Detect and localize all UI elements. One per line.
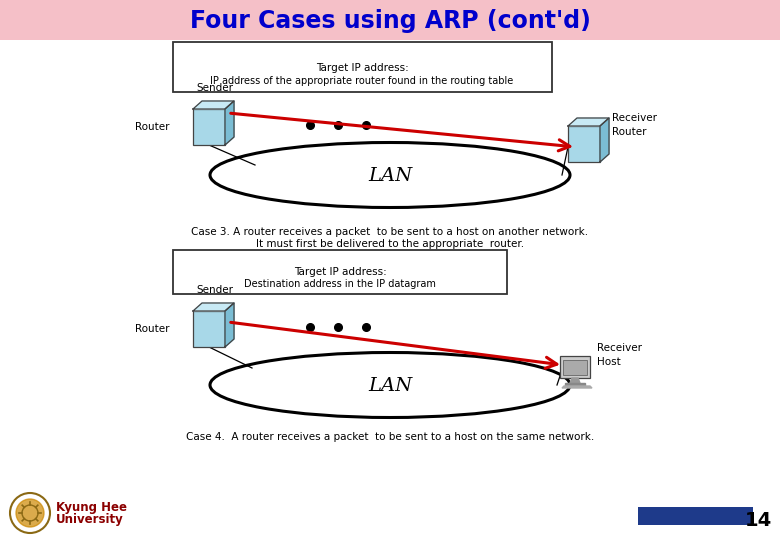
FancyBboxPatch shape (568, 126, 600, 162)
FancyBboxPatch shape (563, 360, 587, 375)
Polygon shape (193, 303, 234, 311)
Text: Router: Router (136, 122, 170, 132)
Text: Kyung Hee: Kyung Hee (56, 501, 127, 514)
Text: Host: Host (597, 357, 621, 367)
FancyBboxPatch shape (638, 507, 753, 525)
Text: Destination address in the IP datagram: Destination address in the IP datagram (244, 279, 436, 289)
Text: Router: Router (136, 324, 170, 334)
Polygon shape (225, 101, 234, 145)
FancyBboxPatch shape (560, 356, 590, 378)
Text: Receiver: Receiver (597, 343, 642, 353)
FancyBboxPatch shape (173, 42, 552, 92)
Ellipse shape (210, 353, 570, 417)
Text: LAN: LAN (368, 377, 412, 395)
Text: Sender: Sender (197, 285, 233, 295)
Text: Receiver: Receiver (612, 113, 657, 123)
Text: Four Cases using ARP (cont'd): Four Cases using ARP (cont'd) (190, 9, 590, 33)
Polygon shape (600, 118, 609, 162)
Polygon shape (570, 378, 580, 383)
Polygon shape (562, 386, 592, 388)
FancyBboxPatch shape (0, 0, 780, 40)
Text: Router: Router (612, 127, 647, 137)
Circle shape (16, 499, 44, 527)
Text: Case 4.  A router receives a packet  to be sent to a host on the same network.: Case 4. A router receives a packet to be… (186, 432, 594, 442)
Text: LAN: LAN (368, 167, 412, 185)
Text: Target IP address:: Target IP address: (293, 267, 386, 277)
Text: University: University (56, 514, 124, 526)
Polygon shape (568, 118, 609, 126)
Text: Target IP address:: Target IP address: (316, 63, 409, 73)
Text: It must first be delivered to the appropriate  router.: It must first be delivered to the approp… (256, 239, 524, 249)
Polygon shape (193, 101, 234, 109)
Polygon shape (225, 303, 234, 347)
Polygon shape (565, 383, 585, 386)
Text: 14: 14 (744, 511, 771, 530)
Text: Case 3. A router receives a packet  to be sent to a host on another network.: Case 3. A router receives a packet to be… (191, 227, 589, 237)
Ellipse shape (210, 143, 570, 207)
Text: Sender: Sender (197, 83, 233, 93)
Text: IP address of the appropriate router found in the routing table: IP address of the appropriate router fou… (211, 76, 513, 86)
FancyBboxPatch shape (173, 250, 507, 294)
FancyBboxPatch shape (193, 311, 225, 347)
FancyBboxPatch shape (193, 109, 225, 145)
